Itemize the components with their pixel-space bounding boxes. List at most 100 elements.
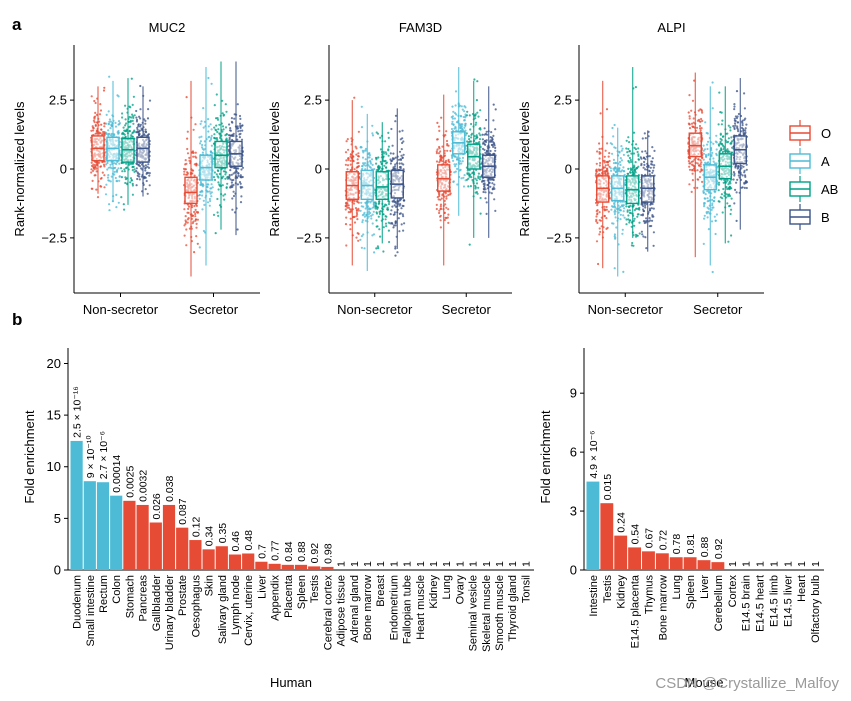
data-point (652, 166, 655, 169)
data-point (688, 162, 691, 165)
data-point (379, 235, 382, 238)
data-point (211, 152, 214, 155)
data-point (382, 155, 385, 158)
data-point (99, 103, 102, 106)
data-point (121, 112, 124, 115)
data-point (144, 167, 147, 170)
data-point (109, 120, 112, 123)
bar-placenta (281, 564, 294, 570)
data-point (203, 140, 206, 143)
data-point (129, 162, 132, 165)
category-label: Spleen (296, 575, 308, 609)
data-point (642, 209, 645, 213)
data-point (439, 150, 442, 153)
data-point (711, 81, 714, 84)
data-point (596, 213, 599, 216)
bar-cerebellum (711, 562, 725, 570)
p-value-label: 4.9 × 10⁻⁶ (588, 430, 600, 478)
p-value-label: 0.77 (270, 540, 282, 561)
data-point (627, 167, 630, 170)
category-label: Lung (441, 575, 453, 599)
data-point (444, 216, 447, 219)
data-point (470, 136, 473, 139)
data-point (136, 177, 139, 181)
bar-duodenum (70, 440, 83, 570)
data-point (621, 169, 624, 172)
data-point (398, 150, 402, 153)
data-point (107, 110, 110, 113)
data-point (635, 166, 638, 170)
data-point (702, 158, 705, 161)
data-point (210, 128, 213, 131)
data-point (736, 126, 739, 130)
data-point (115, 162, 118, 166)
data-point (217, 128, 220, 131)
data-point (203, 203, 206, 206)
data-point (379, 148, 383, 151)
data-point (103, 125, 106, 128)
data-point (634, 86, 638, 89)
data-point (688, 157, 692, 160)
data-point (402, 229, 405, 232)
category-label: Liver (256, 575, 268, 599)
data-point (401, 137, 404, 140)
data-point (635, 143, 638, 146)
category-label: Small intestine (85, 575, 97, 647)
data-point (619, 209, 622, 212)
data-point (631, 241, 634, 245)
data-point (622, 204, 625, 207)
data-point (714, 190, 717, 193)
box-body (136, 136, 150, 163)
data-point (199, 140, 202, 143)
data-point (199, 122, 202, 125)
data-point (595, 210, 598, 213)
data-point (651, 146, 654, 149)
data-point (105, 113, 108, 116)
data-point (382, 226, 385, 229)
data-point (110, 132, 113, 135)
data-point (399, 203, 402, 206)
data-point (130, 179, 133, 182)
data-point (474, 184, 477, 187)
data-point (695, 126, 699, 129)
data-point (138, 115, 141, 118)
data-point (394, 221, 397, 225)
data-point (236, 127, 239, 130)
data-point (198, 194, 201, 197)
data-point (388, 240, 391, 244)
category-label: Lung (671, 575, 683, 599)
data-point (644, 137, 647, 140)
data-point (344, 208, 347, 211)
data-point (444, 161, 447, 164)
data-point (492, 103, 495, 106)
data-point (384, 140, 387, 143)
data-point (619, 218, 622, 221)
data-point (378, 212, 381, 215)
p-value-label: 0.72 (657, 530, 669, 551)
data-point (643, 163, 646, 166)
p-value-label: 1 (741, 561, 753, 567)
data-point (92, 119, 95, 122)
data-point (375, 162, 378, 165)
data-point (345, 216, 348, 219)
data-point (467, 177, 470, 180)
data-point (240, 195, 243, 198)
data-point (712, 142, 715, 145)
data-point (208, 190, 211, 193)
data-point (238, 114, 242, 118)
data-point (222, 113, 226, 116)
data-point (113, 134, 116, 137)
y-axis-title: Fold enrichment (538, 410, 553, 504)
data-point (613, 212, 617, 216)
bar-cervix-uterine (242, 553, 255, 570)
data-point (195, 164, 198, 167)
data-point (595, 215, 598, 218)
y-tick-label: 2.5 (304, 93, 322, 108)
data-point (136, 174, 139, 177)
data-point (194, 123, 197, 126)
data-point (636, 150, 639, 154)
data-point (452, 159, 455, 162)
data-point (116, 94, 119, 97)
data-point (476, 111, 479, 114)
data-point (370, 200, 373, 203)
